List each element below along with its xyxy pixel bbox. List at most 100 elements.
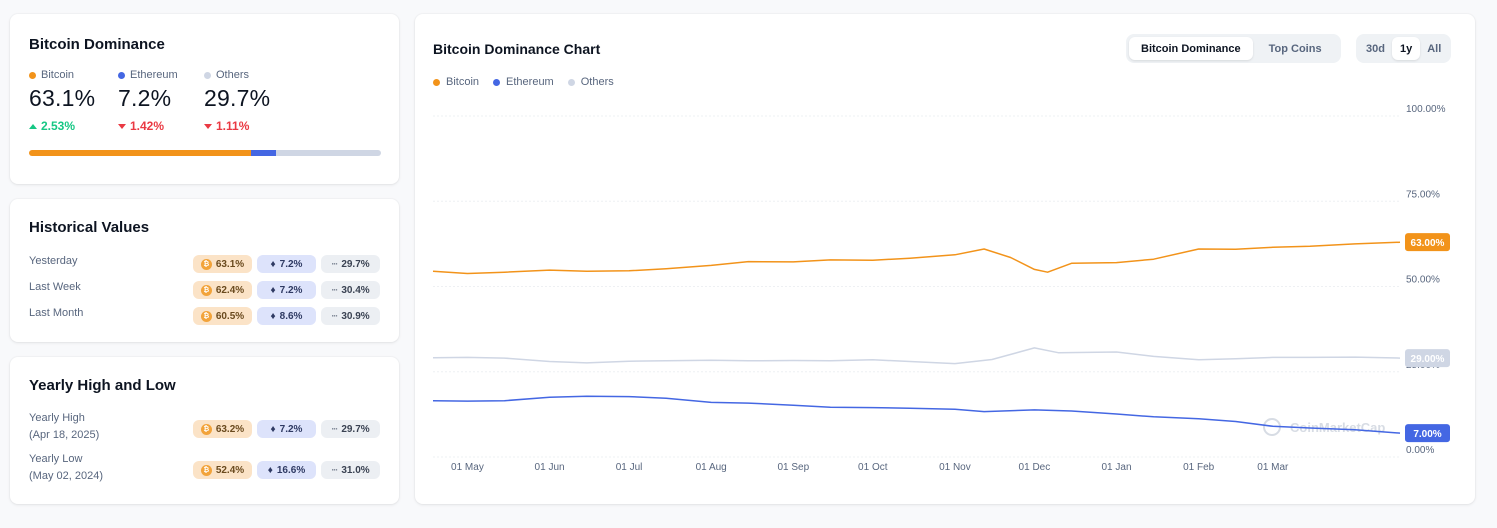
bitcoin-icon: ₿ — [200, 284, 212, 296]
caret-up-icon — [29, 123, 37, 129]
ethereum-icon: ♦ — [270, 423, 276, 435]
x-tick-label: 01 Nov — [939, 462, 971, 473]
dominance-bitcoin: Bitcoin 63.1% 2.53% — [29, 69, 95, 133]
range-30d[interactable]: 30d — [1366, 42, 1385, 55]
end-value-label: 29.00% — [1411, 354, 1445, 365]
end-value-label: 63.00% — [1411, 238, 1445, 249]
ethereum-icon: ♦ — [267, 464, 273, 476]
x-tick-label: 01 Jun — [535, 462, 565, 473]
bitcoin-icon: ₿ — [200, 464, 212, 476]
others-dot-icon — [204, 71, 211, 79]
legend-ethereum[interactable]: Ethereum — [493, 76, 554, 88]
y-tick-label: 75.00% — [1406, 189, 1440, 200]
dominance-others: Others 29.7% 1.11% — [204, 69, 270, 133]
eth-pill: ♦ 16.6% — [257, 461, 316, 479]
watermark-text: CoinMarketCap — [1290, 420, 1385, 435]
others-share-segment — [276, 150, 381, 156]
series-line-others — [432, 347, 1401, 365]
x-tick-label: 01 Feb — [1183, 462, 1215, 473]
others-change: 1.11% — [216, 119, 250, 133]
btc-pill: ₿ 63.1% — [193, 255, 252, 273]
x-tick-label: 01 Jan — [1102, 462, 1132, 473]
bitcoin-icon: ₿ — [200, 310, 212, 322]
caret-down-icon — [204, 123, 212, 129]
bitcoin-dot-icon — [29, 71, 36, 79]
ethereum-change: 1.42% — [130, 119, 165, 133]
y-tick-label: 0.00% — [1406, 445, 1434, 456]
others-pill: ··· 29.7% — [321, 255, 380, 273]
caret-down-icon — [118, 123, 126, 129]
tab-top-coins[interactable]: Top Coins — [1268, 42, 1322, 55]
yearly-row-label: Yearly Low — [29, 453, 83, 465]
ellipsis-icon: ··· — [331, 311, 338, 321]
others-pill: ··· 31.0% — [321, 461, 380, 479]
eth-pill: ♦ 7.2% — [257, 255, 316, 273]
others-dot-icon — [567, 78, 575, 86]
range-tabs: 30d 1y All — [1356, 34, 1452, 63]
ellipsis-icon: ··· — [331, 424, 338, 434]
y-tick-label: 50.00% — [1406, 275, 1440, 286]
others-label: Others — [216, 69, 250, 81]
x-tick-label: 01 Oct — [858, 462, 888, 473]
x-tick-label: 01 Sep — [777, 462, 809, 473]
end-value-badge — [1405, 349, 1450, 368]
x-tick-label: 01 Aug — [696, 462, 727, 473]
btc-pill: ₿ 62.4% — [193, 281, 252, 299]
series-line-ethereum — [432, 395, 1401, 434]
others-pill: ··· 30.9% — [321, 307, 380, 325]
bitcoin-dominance-value: 63.1% — [29, 85, 96, 111]
range-1y[interactable]: 1y — [1391, 37, 1421, 60]
chart-legend: Bitcoin Ethereum Others — [433, 76, 614, 88]
end-value-badge — [1405, 233, 1450, 252]
dominance-share-bar — [29, 150, 381, 156]
legend-bitcoin[interactable]: Bitcoin — [433, 76, 479, 88]
others-dominance-value: 29.7% — [204, 85, 271, 111]
range-all[interactable]: All — [1427, 42, 1442, 55]
ethereum-label: Ethereum — [130, 69, 178, 81]
historical-title: Historical Values — [29, 219, 150, 236]
tab-bitcoin-dominance[interactable]: Bitcoin Dominance — [1129, 37, 1253, 60]
end-value-badge — [1405, 424, 1450, 443]
bitcoin-share-segment — [29, 150, 252, 156]
x-tick-label: 01 Mar — [1257, 462, 1289, 473]
ethereum-dominance-value: 7.2% — [118, 85, 172, 111]
dominance-ethereum: Ethereum 7.2% 1.42% — [118, 69, 178, 133]
ethereum-icon: ♦ — [270, 284, 276, 296]
yearly-row-date: (Apr 18, 2025) — [29, 429, 100, 441]
bitcoin-dot-icon — [433, 78, 440, 86]
eth-pill: ♦ 8.6% — [257, 307, 316, 325]
ellipsis-icon: ··· — [331, 465, 338, 475]
yearly-card: Yearly High and Low Yearly High (Apr 18,… — [10, 357, 399, 504]
x-tick-label: 01 May — [451, 462, 484, 473]
yearly-row-label: Yearly High — [29, 412, 85, 424]
end-value-label: 7.00% — [1413, 429, 1441, 440]
chart-title: Bitcoin Dominance Chart — [433, 41, 601, 57]
dominance-card: Bitcoin Dominance Bitcoin 63.1% 2.53% Et… — [10, 14, 399, 184]
bitcoin-change: 2.53% — [41, 119, 76, 133]
x-tick-label: 01 Jul — [616, 462, 643, 473]
ethereum-dot-icon — [493, 78, 501, 86]
bitcoin-icon: ₿ — [200, 258, 212, 270]
ethereum-icon: ♦ — [270, 258, 276, 270]
view-tabs: Bitcoin Dominance Top Coins — [1126, 34, 1341, 63]
ethereum-share-segment — [251, 150, 277, 156]
chart-card: Bitcoin Dominance Chart Bitcoin Dominanc… — [415, 14, 1475, 504]
btc-pill: ₿ 52.4% — [193, 461, 252, 479]
eth-pill: ♦ 7.2% — [257, 281, 316, 299]
series-line-bitcoin — [432, 241, 1401, 275]
others-pill: ··· 29.7% — [321, 420, 380, 438]
historical-row-label: Last Week — [29, 281, 81, 293]
historical-card: Historical Values Yesterday ₿ 63.1% ♦ 7.2%… — [10, 199, 399, 342]
legend-others[interactable]: Others — [567, 76, 614, 88]
others-pill: ··· 30.4% — [321, 281, 380, 299]
yearly-title: Yearly High and Low — [29, 377, 176, 394]
historical-row-label: Yesterday — [29, 255, 78, 267]
ethereum-dot-icon — [118, 71, 125, 79]
btc-pill: ₿ 60.5% — [193, 307, 252, 325]
yearly-row-date: (May 02, 2024) — [29, 470, 103, 482]
btc-pill: ₿ 63.2% — [193, 420, 252, 438]
bitcoin-label: Bitcoin — [41, 69, 75, 81]
ellipsis-icon: ··· — [331, 285, 338, 295]
y-tick-label: 100.00% — [1406, 104, 1446, 115]
